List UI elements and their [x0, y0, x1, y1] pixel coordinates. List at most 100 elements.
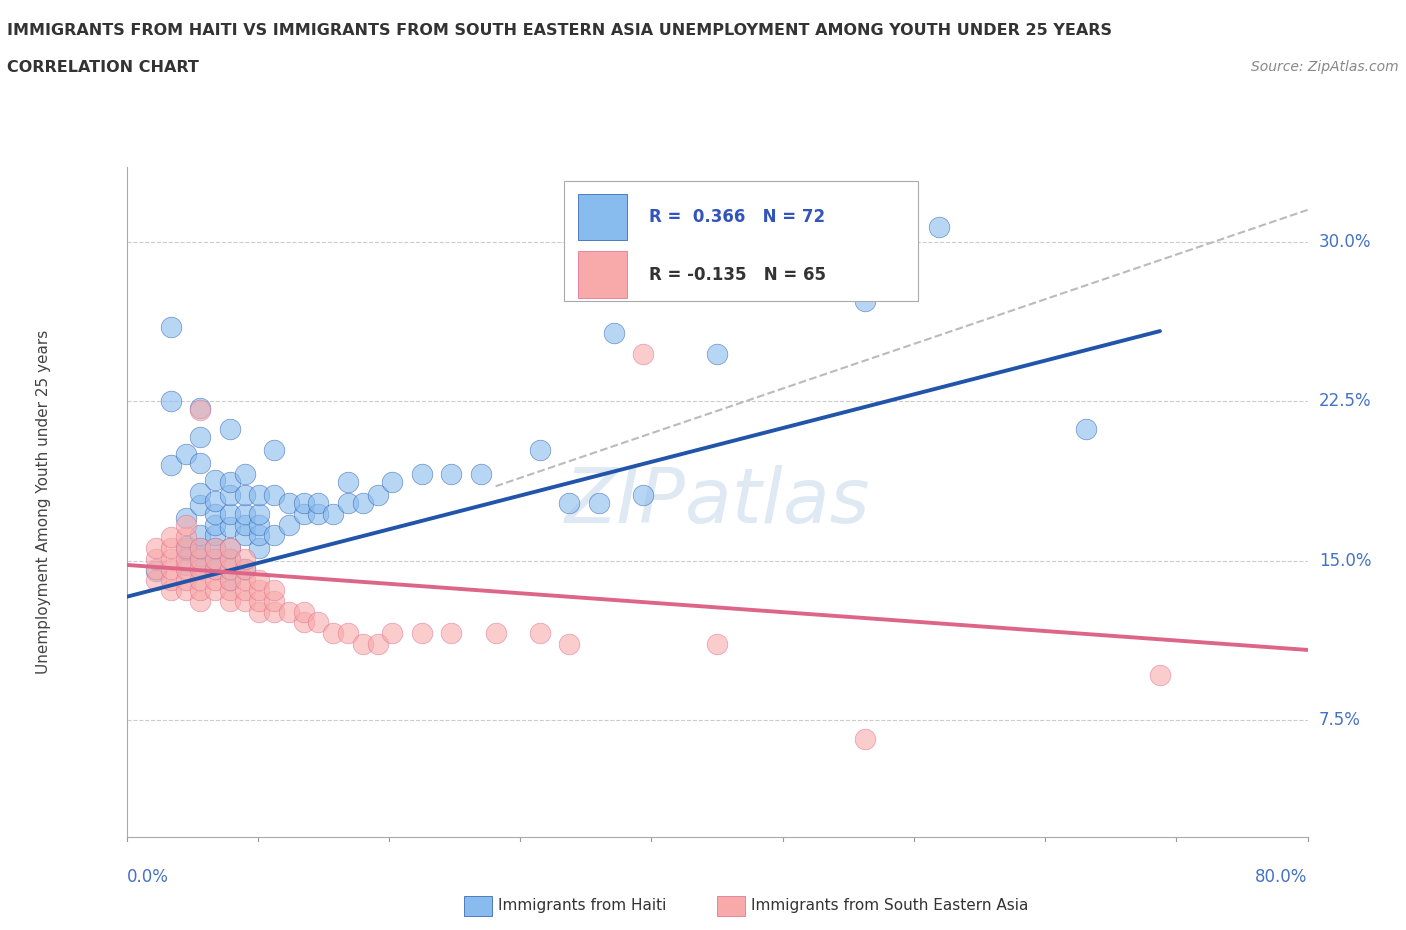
- Text: 15.0%: 15.0%: [1319, 551, 1371, 570]
- Point: [529, 626, 551, 641]
- Text: Source: ZipAtlas.com: Source: ZipAtlas.com: [1251, 60, 1399, 74]
- Point: [145, 562, 167, 577]
- Point: [337, 496, 360, 511]
- Point: [631, 487, 654, 502]
- Point: [219, 572, 242, 587]
- Point: [263, 487, 285, 502]
- Point: [174, 551, 197, 566]
- Point: [558, 496, 581, 511]
- Point: [204, 517, 226, 532]
- Point: [366, 636, 388, 651]
- Point: [204, 551, 226, 566]
- Point: [470, 466, 492, 481]
- Point: [233, 562, 256, 577]
- Point: [440, 626, 463, 641]
- Text: IMMIGRANTS FROM HAITI VS IMMIGRANTS FROM SOUTH EASTERN ASIA UNEMPLOYMENT AMONG Y: IMMIGRANTS FROM HAITI VS IMMIGRANTS FROM…: [7, 23, 1112, 38]
- Point: [440, 466, 463, 481]
- Text: 80.0%: 80.0%: [1256, 868, 1308, 885]
- Point: [263, 593, 285, 608]
- Point: [263, 583, 285, 598]
- Point: [292, 496, 315, 511]
- Point: [188, 593, 211, 608]
- Point: [278, 496, 301, 511]
- Point: [204, 540, 226, 555]
- Point: [204, 562, 226, 577]
- Point: [188, 562, 211, 577]
- Text: CORRELATION CHART: CORRELATION CHART: [7, 60, 198, 75]
- Point: [188, 551, 211, 566]
- Point: [188, 485, 211, 500]
- Point: [292, 615, 315, 630]
- Point: [188, 400, 211, 415]
- Point: [159, 572, 183, 587]
- Point: [159, 583, 183, 598]
- Point: [159, 540, 183, 555]
- Point: [174, 562, 197, 577]
- Point: [219, 507, 242, 522]
- Point: [233, 562, 256, 577]
- Text: 0.0%: 0.0%: [127, 868, 169, 885]
- Point: [337, 626, 360, 641]
- Point: [174, 447, 197, 462]
- Point: [204, 540, 226, 555]
- Text: 30.0%: 30.0%: [1319, 232, 1371, 251]
- Point: [247, 604, 270, 619]
- Point: [174, 540, 197, 555]
- Point: [484, 626, 508, 641]
- Point: [247, 507, 270, 522]
- Point: [174, 530, 197, 545]
- Point: [219, 540, 242, 555]
- Point: [159, 562, 183, 577]
- Point: [219, 474, 242, 489]
- Point: [233, 572, 256, 587]
- Point: [706, 636, 728, 651]
- Point: [233, 527, 256, 542]
- Point: [219, 421, 242, 436]
- Point: [631, 347, 654, 362]
- Point: [292, 507, 315, 522]
- Point: [219, 551, 242, 566]
- Point: [159, 530, 183, 545]
- Point: [145, 572, 167, 587]
- Point: [233, 583, 256, 598]
- Point: [188, 456, 211, 471]
- Point: [145, 540, 167, 555]
- Point: [233, 551, 256, 566]
- Point: [204, 572, 226, 587]
- Point: [411, 626, 433, 641]
- Point: [174, 557, 197, 572]
- Point: [159, 319, 183, 334]
- Point: [219, 540, 242, 555]
- Point: [204, 583, 226, 598]
- Point: [174, 538, 197, 553]
- Point: [381, 474, 404, 489]
- Point: [188, 430, 211, 445]
- Bar: [578, 251, 627, 299]
- Point: [219, 562, 242, 577]
- Point: [159, 458, 183, 472]
- Point: [247, 527, 270, 542]
- Text: ZIP​atlas: ZIP​atlas: [564, 465, 870, 539]
- Point: [145, 551, 167, 566]
- Point: [188, 583, 211, 598]
- Point: [307, 496, 329, 511]
- Point: [411, 466, 433, 481]
- Point: [188, 540, 211, 555]
- Point: [233, 487, 256, 502]
- Point: [247, 540, 270, 555]
- Point: [366, 487, 388, 502]
- Point: [247, 583, 270, 598]
- Point: [603, 326, 626, 340]
- Text: Unemployment Among Youth under 25 years: Unemployment Among Youth under 25 years: [37, 330, 52, 674]
- Point: [1149, 668, 1171, 683]
- Point: [352, 496, 374, 511]
- Point: [352, 636, 374, 651]
- FancyBboxPatch shape: [564, 180, 918, 301]
- Point: [204, 527, 226, 542]
- Point: [307, 615, 329, 630]
- Point: [1076, 421, 1098, 436]
- Point: [219, 593, 242, 608]
- Point: [204, 472, 226, 487]
- Point: [233, 466, 256, 481]
- Text: R = -0.135   N = 65: R = -0.135 N = 65: [648, 266, 825, 284]
